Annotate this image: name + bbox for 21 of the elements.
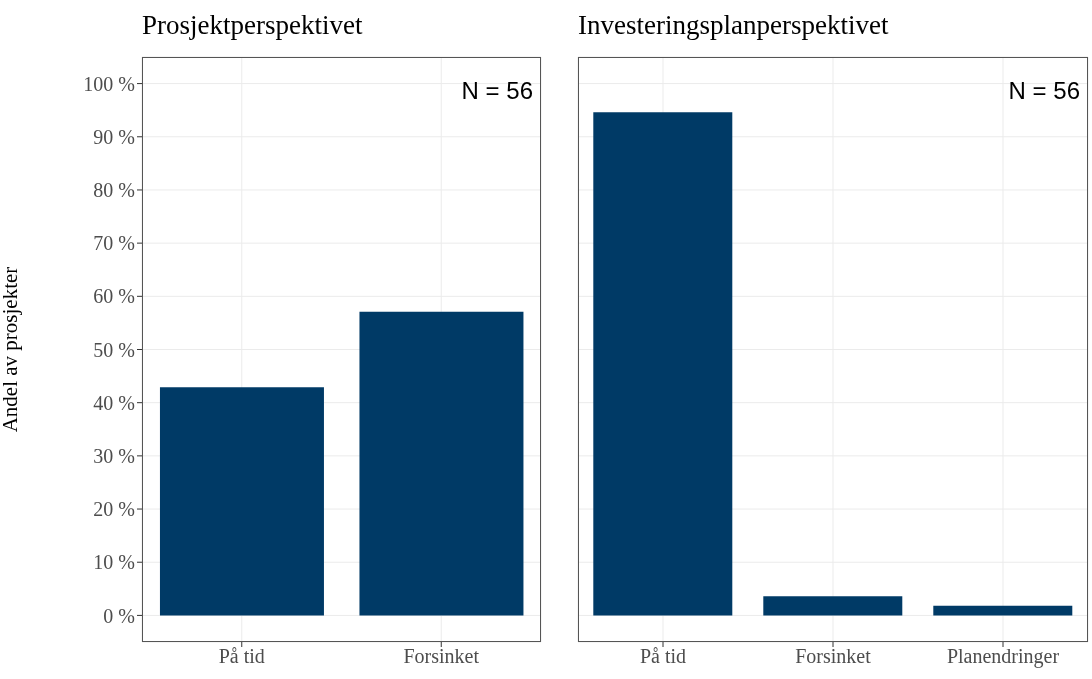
- y-tick-label: 80 %: [93, 179, 135, 202]
- y-tick-label: 10 %: [93, 551, 135, 574]
- annotation: N = 56: [1008, 77, 1080, 105]
- y-tick-label: 40 %: [93, 391, 135, 414]
- y-tick-label: 90 %: [93, 125, 135, 148]
- y-axis-title: Andel av prosjekter: [0, 266, 23, 433]
- y-tick-label: 70 %: [93, 232, 135, 255]
- x-tick-label: Forsinket: [403, 645, 480, 668]
- chart-title: Investeringsplanperspektivet: [578, 10, 889, 41]
- chart-title: Prosjektperspektivet: [142, 10, 363, 41]
- y-tick-label: 60 %: [93, 285, 135, 308]
- x-tick-label: Planendringer: [946, 645, 1060, 669]
- x-tick-label: På tid: [218, 645, 265, 668]
- y-tick-label: 30 %: [93, 444, 135, 467]
- annotation: N = 56: [461, 77, 533, 105]
- y-tick-label: 50 %: [93, 338, 135, 361]
- y-tick-label: 100 %: [83, 72, 135, 95]
- x-tick-label: På tid: [639, 645, 687, 668]
- y-tick-label: 0 %: [103, 604, 135, 627]
- y-tick-label: 20 %: [93, 498, 135, 521]
- x-tick-label: Forsinket: [795, 645, 872, 668]
